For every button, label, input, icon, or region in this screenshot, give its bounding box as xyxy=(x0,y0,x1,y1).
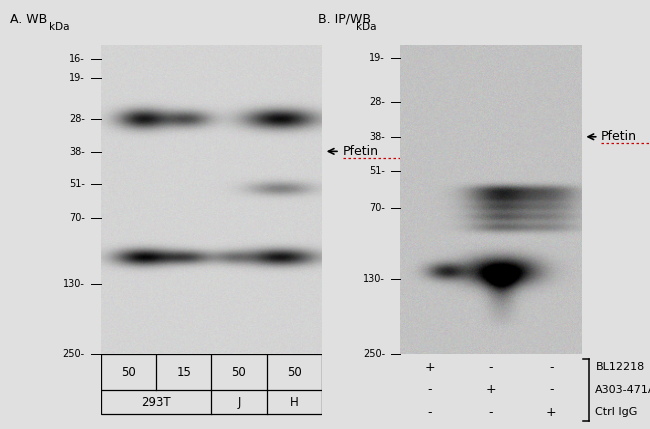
Text: +: + xyxy=(486,384,496,396)
Text: 19-: 19- xyxy=(369,53,385,63)
Text: Ctrl IgG: Ctrl IgG xyxy=(595,408,638,417)
Text: 15: 15 xyxy=(176,366,191,379)
Text: Pfetin: Pfetin xyxy=(343,145,379,158)
Text: kDa: kDa xyxy=(49,22,70,32)
Text: 130-: 130- xyxy=(363,274,385,284)
Text: 250-: 250- xyxy=(62,349,84,359)
Text: B. IP/WB: B. IP/WB xyxy=(318,13,372,26)
Text: 51-: 51- xyxy=(369,166,385,176)
Text: 51-: 51- xyxy=(69,178,84,189)
Text: BL12218: BL12218 xyxy=(595,363,645,372)
Text: 293T: 293T xyxy=(141,396,171,409)
Text: 50: 50 xyxy=(121,366,136,379)
Text: 16-: 16- xyxy=(69,54,84,64)
Text: -: - xyxy=(489,361,493,374)
Text: 38-: 38- xyxy=(369,133,385,142)
Text: 70-: 70- xyxy=(69,212,84,223)
Text: +: + xyxy=(546,406,557,419)
Text: A. WB: A. WB xyxy=(10,13,47,26)
Text: 130-: 130- xyxy=(63,279,84,289)
Text: +: + xyxy=(424,361,436,374)
Text: -: - xyxy=(428,406,432,419)
Text: 28-: 28- xyxy=(369,97,385,107)
Text: 70-: 70- xyxy=(369,202,385,213)
Text: A303-471A: A303-471A xyxy=(595,385,650,395)
Text: -: - xyxy=(428,384,432,396)
Text: -: - xyxy=(549,384,554,396)
Bar xyxy=(101,354,322,414)
Text: J: J xyxy=(237,396,240,409)
Text: 250-: 250- xyxy=(363,349,385,359)
Text: H: H xyxy=(290,396,298,409)
Text: 38-: 38- xyxy=(69,147,84,157)
Text: kDa: kDa xyxy=(356,22,377,32)
Text: Pfetin: Pfetin xyxy=(601,130,637,143)
Text: 50: 50 xyxy=(287,366,302,379)
Text: 50: 50 xyxy=(231,366,246,379)
Text: 28-: 28- xyxy=(69,114,84,124)
Text: -: - xyxy=(549,361,554,374)
Text: -: - xyxy=(489,406,493,419)
Text: 19-: 19- xyxy=(69,73,84,83)
